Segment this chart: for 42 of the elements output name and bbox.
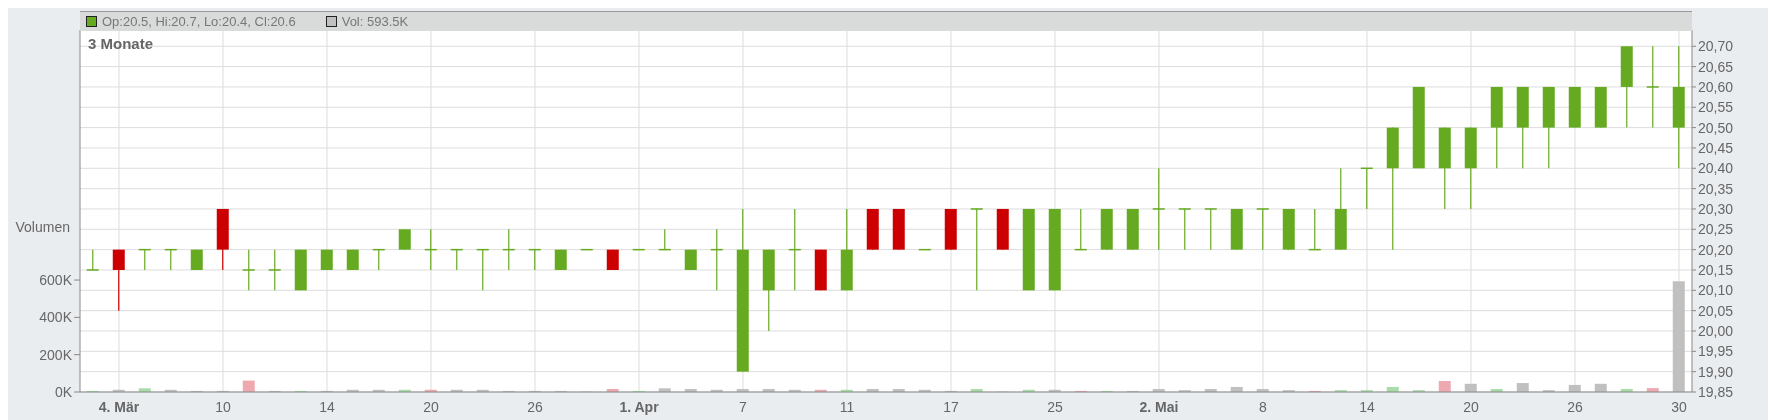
x-tick-label: 14 (1359, 399, 1375, 415)
y2-tick-label: 20,30 (1698, 200, 1734, 217)
y2-tick-label: 19,95 (1698, 343, 1734, 360)
x-tick-label: 30 (1671, 399, 1687, 415)
y2-tick-label: 20,20 (1698, 241, 1734, 258)
y2-tick-label: 20,00 (1698, 322, 1734, 339)
y2-tick-label: 20,65 (1698, 58, 1734, 75)
x-tick-label: 26 (527, 399, 543, 415)
x-tick-label: 26 (1567, 399, 1583, 415)
x-tick-label: 14 (319, 399, 335, 415)
y2-tick-label: 20,55 (1698, 99, 1734, 116)
y2-tick-label: 20,60 (1698, 78, 1734, 95)
y2-tick-label: 19,85 (1698, 383, 1734, 400)
y2-tick-label: 20,05 (1698, 302, 1734, 319)
y2-tick-label: 20,10 (1698, 282, 1734, 299)
y2-tick-label: 20,70 (1698, 38, 1734, 55)
y-tick-label: 0K (54, 383, 73, 400)
x-tick-label: 20 (1463, 399, 1479, 415)
x-tick-label: 7 (739, 399, 748, 415)
x-tick-label: 17 (943, 399, 959, 415)
chart-title: 3 Monate (88, 35, 154, 52)
y2-tick-label: 19,90 (1698, 363, 1734, 380)
x-tick-label: 8 (1259, 399, 1268, 415)
x-tick-label: 11 (839, 399, 855, 415)
y-tick-label: 200K (39, 346, 73, 363)
legend-label: Vol: 593.5K (340, 14, 409, 29)
y2-tick-label: 20,45 (1698, 139, 1734, 156)
y-tick-label: 400K (39, 309, 73, 326)
y-tick-label: 600K (39, 272, 73, 289)
y2-tick-label: 20,40 (1698, 160, 1734, 177)
x-tick-label: 1. Apr (619, 399, 660, 415)
y2-tick-label: 20,15 (1698, 261, 1734, 278)
y2-tick-label: 20,35 (1698, 180, 1734, 197)
legend-label: Op:20.5, Hi:20.7, Lo:20.4, Cl:20.6 (101, 14, 296, 29)
x-tick-label: 2. Mai (1139, 399, 1179, 415)
y2-tick-label: 20,50 (1698, 119, 1734, 136)
x-tick-label: 25 (1047, 399, 1063, 415)
x-tick-label: 20 (423, 399, 439, 415)
y2-tick-label: 20,25 (1698, 221, 1734, 238)
x-tick-label: 4. Mär (98, 399, 140, 415)
y-axis-title: Volumen (15, 219, 70, 235)
x-tick-label: 10 (215, 399, 231, 415)
